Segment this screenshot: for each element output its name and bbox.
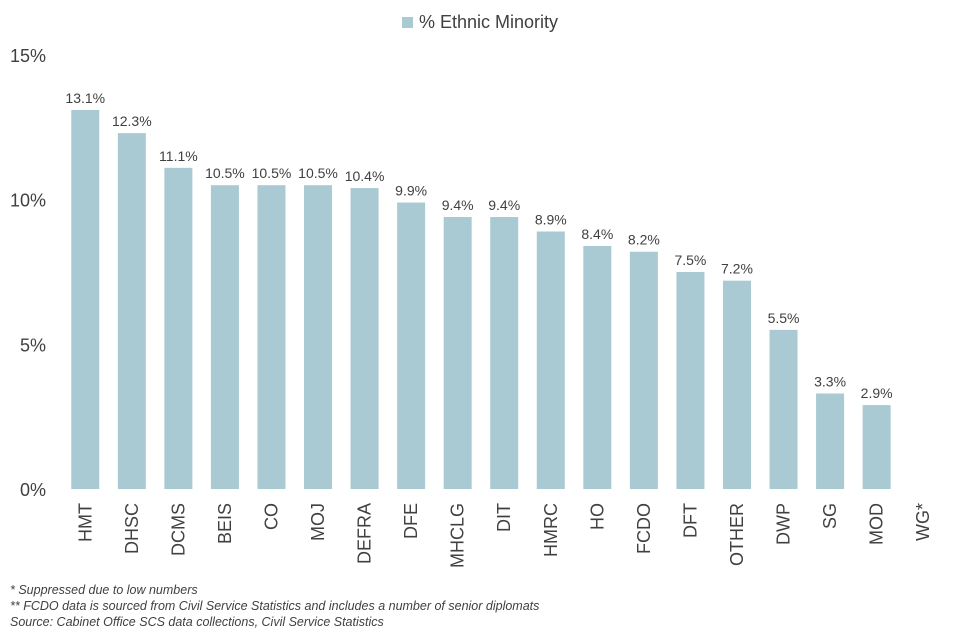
x-tick-label: DEFRA [355,503,375,564]
data-label: 13.1% [65,90,105,106]
footnote-suppressed: * Suppressed due to low numbers [10,583,198,597]
bar [490,217,519,489]
x-tick-label: CO [261,503,281,530]
data-label: 7.2% [721,261,753,277]
x-tick-label: FCDO [634,503,654,554]
x-tick-label: DCMS [168,503,188,556]
y-tick-label: 0% [20,480,46,500]
bar [629,251,658,489]
data-label: 10.5% [252,165,292,181]
y-tick-label: 5% [20,335,46,355]
x-tick-label: HMT [75,503,95,542]
data-label: 10.5% [298,165,338,181]
legend-swatch [402,17,413,28]
bar [304,185,333,489]
data-label: 10.4% [345,168,385,184]
data-label: 7.5% [674,252,706,268]
x-tick-label: DWP [774,503,794,545]
x-tick-label: MOJ [308,503,328,541]
x-tick-label: HO [587,503,607,530]
data-label: 11.1% [159,148,198,164]
bar [117,133,146,489]
y-tick-label: 15% [10,46,46,66]
data-label: 8.2% [628,232,660,248]
data-label: 5.5% [768,310,800,326]
bar [816,393,845,489]
x-tick-label: DFE [401,503,421,539]
bar [210,185,239,489]
x-tick-label: DHSC [122,503,142,554]
data-label: 9.9% [395,183,427,199]
footnote-fcdo: ** FCDO data is sourced from Civil Servi… [10,599,540,613]
legend: % Ethnic Minority [402,12,558,33]
bar [769,329,798,489]
bar [536,231,565,489]
x-tick-label: DFT [680,503,700,538]
bar [164,167,193,489]
data-label: 3.3% [814,374,846,390]
bar [71,109,100,490]
bar [676,272,705,489]
data-label: 8.9% [535,211,567,227]
x-tick-label: MOD [867,503,887,545]
bar [722,280,751,489]
y-tick-label: 10% [10,191,46,211]
x-tick-label: BEIS [215,503,235,544]
x-tick-label: WG* [913,503,933,541]
x-tick-label: SG [820,503,840,529]
x-tick-label: OTHER [727,503,747,566]
x-tick-label: HMRC [541,503,561,557]
footnotes: * Suppressed due to low numbers ** FCDO … [10,582,539,630]
bar [350,188,379,490]
bar [443,217,472,489]
x-tick-label: DIT [494,503,514,532]
footnote-source: Source: Cabinet Office SCS data collecti… [10,615,384,629]
bar [257,185,286,489]
data-label: 10.5% [205,165,245,181]
data-label: 12.3% [112,113,152,129]
bar [397,202,426,489]
data-label: 9.4% [488,197,520,213]
bar [583,245,612,489]
data-label: 2.9% [861,385,893,401]
legend-label: % Ethnic Minority [419,12,559,32]
x-tick-label: MHCLG [448,503,468,568]
data-label: 9.4% [442,197,474,213]
bar [862,405,891,489]
data-label: 8.4% [581,226,613,242]
